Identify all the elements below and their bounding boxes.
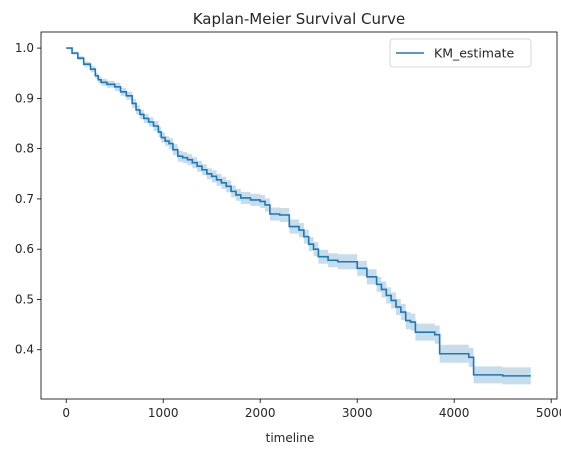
x-tick-label: 3000 — [342, 406, 373, 420]
y-tick-label: 0.5 — [15, 292, 34, 306]
plot-frame — [40, 31, 558, 400]
x-axis-label: timeline — [266, 431, 315, 445]
legend-label-km-estimate: KM_estimate — [434, 46, 515, 61]
x-tick-label: 2000 — [245, 406, 276, 420]
x-tick-label: 1000 — [148, 406, 179, 420]
x-tick-label: 0 — [62, 406, 70, 420]
chart-title: Kaplan-Meier Survival Curve — [193, 10, 406, 28]
y-axis: 0.4 0.5 0.6 0.7 0.8 0.9 1.0 — [15, 41, 41, 357]
confidence-band — [66, 48, 531, 385]
y-tick-label: 0.8 — [15, 142, 34, 156]
x-tick-label: 4000 — [439, 406, 470, 420]
y-tick-label: 0.6 — [15, 242, 34, 256]
plot-area — [66, 47, 531, 385]
series-line-km-estimate — [66, 47, 531, 377]
legend: KM_estimate — [389, 38, 532, 68]
y-tick-label: 0.4 — [15, 343, 34, 357]
y-tick-label: 0.9 — [15, 91, 34, 105]
y-tick-label: 0.7 — [15, 192, 34, 206]
legend-box — [389, 38, 532, 68]
y-tick-label: 1.0 — [15, 41, 34, 55]
